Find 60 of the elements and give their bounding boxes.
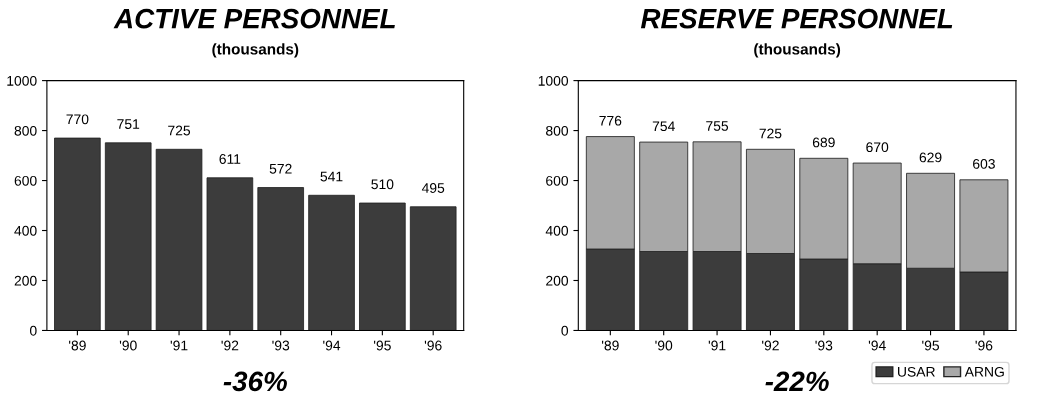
- bar: [206, 177, 254, 331]
- y-tick-label: 200: [14, 275, 37, 286]
- chart-title: ACTIVE PERSONNEL: [113, 8, 395, 29]
- y-tick-label: 0: [29, 325, 37, 336]
- y-tick-label: 400: [14, 225, 37, 236]
- x-tick-label: '93: [815, 340, 833, 351]
- x-tick-label: '93: [272, 340, 290, 351]
- x-tick-label: '96: [975, 340, 993, 351]
- bar: [257, 187, 304, 331]
- y-tick-label: 1000: [7, 75, 37, 86]
- chart-title: RESERVE PERSONNEL: [640, 8, 953, 29]
- data-label: 495: [421, 183, 445, 193]
- y-tick-label: 0: [561, 325, 569, 336]
- x-tick-label: '94: [868, 340, 886, 351]
- x-tick-label: '91: [708, 340, 726, 351]
- total-label: 629: [919, 152, 942, 163]
- total-label: 776: [599, 115, 622, 126]
- x-tick-label: '89: [601, 340, 619, 351]
- total-label: 603: [973, 158, 995, 169]
- x-tick-label: '91: [170, 340, 188, 351]
- bar: [409, 206, 457, 331]
- x-tick-label: '89: [69, 340, 86, 351]
- y-tick-label: 400: [545, 225, 569, 236]
- x-tick-label: '95: [922, 340, 940, 351]
- y-tick-label: 800: [546, 125, 569, 136]
- bar: [104, 142, 152, 331]
- y-tick-label: 200: [546, 275, 569, 286]
- total-label: 755: [706, 121, 729, 131]
- total-label: 754: [652, 121, 675, 132]
- bar: [155, 148, 203, 331]
- legend-label: ARNG: [964, 366, 1004, 377]
- x-tick-label: '92: [221, 340, 239, 351]
- data-label: 572: [269, 163, 292, 174]
- data-label: 611: [219, 154, 241, 164]
- bar: [54, 137, 101, 331]
- y-tick-label: 600: [546, 175, 569, 186]
- x-tick-label: '96: [424, 340, 442, 351]
- total-label: 725: [759, 128, 782, 139]
- bar: [359, 202, 406, 331]
- x-tick-label: '94: [323, 340, 341, 351]
- chart-subtitle: (thousands): [212, 43, 299, 58]
- x-tick-label: '90: [119, 340, 137, 351]
- data-label: 725: [168, 125, 191, 136]
- y-tick-label: 600: [14, 175, 37, 186]
- chart-subtitle: (thousands): [754, 43, 841, 58]
- text: -22%: [765, 371, 829, 392]
- total-label: 670: [866, 142, 889, 153]
- x-tick-label: '95: [374, 340, 391, 351]
- data-label: 770: [66, 114, 89, 125]
- total-label: 689: [812, 137, 835, 148]
- x-tick-label: '92: [762, 340, 779, 351]
- y-tick-label: 800: [14, 125, 37, 136]
- data-label: 541: [320, 171, 343, 182]
- y-tick-label: 1000: [538, 75, 569, 86]
- data-label: 510: [371, 179, 394, 190]
- x-tick-label: '90: [655, 340, 673, 351]
- bar: [308, 194, 355, 331]
- legend-label: USAR: [898, 366, 935, 377]
- text: -36%: [223, 371, 287, 392]
- data-label: 751: [117, 119, 140, 129]
